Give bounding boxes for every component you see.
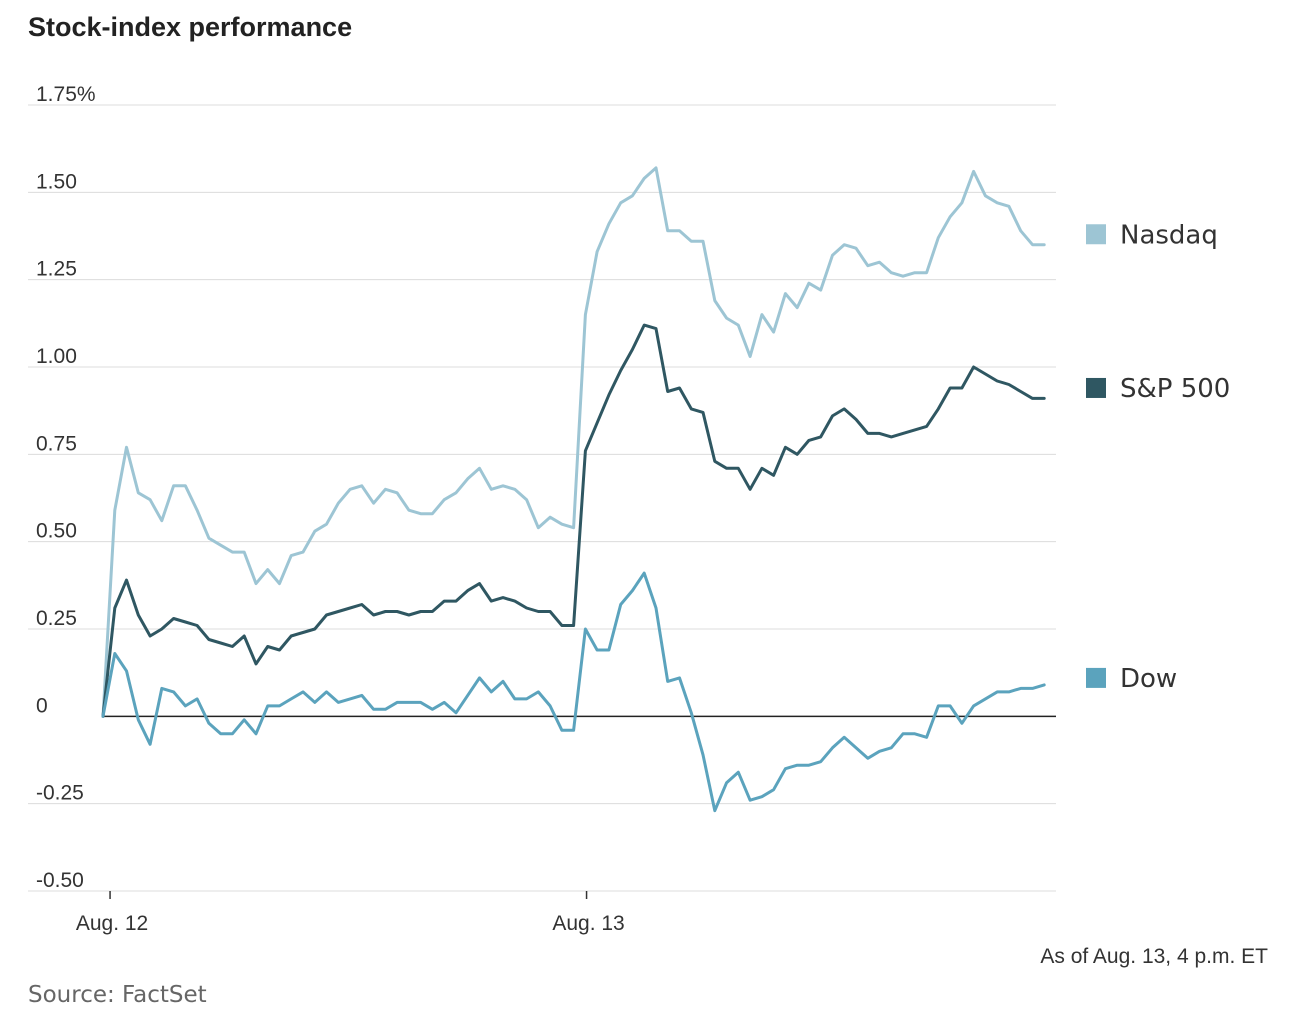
- y-tick-label: 0: [36, 694, 48, 717]
- legend-label: Nasdaq: [1120, 220, 1218, 250]
- chart-title: Stock-index performance: [28, 12, 353, 42]
- legend: Nasdaq S&P 500 Dow: [1086, 220, 1230, 694]
- timestamp-note: As of Aug. 13, 4 p.m. ET: [1040, 945, 1268, 968]
- legend-swatch: [1086, 377, 1106, 398]
- y-tick-label: 0.50: [36, 520, 77, 543]
- source-note: Source: FactSet: [28, 982, 207, 1008]
- y-tick-label: 0.25: [36, 607, 77, 630]
- y-tick-label: -0.50: [36, 869, 84, 892]
- y-tick-label: -0.25: [36, 782, 84, 805]
- x-tick-label: Aug. 13: [552, 912, 624, 935]
- x-axis-ticks: Aug. 12 Aug. 13: [76, 891, 625, 935]
- gridlines: [28, 104, 1056, 892]
- legend-swatch: [1086, 667, 1106, 688]
- legend-swatch: [1086, 224, 1106, 245]
- y-tick-label: 1.25: [36, 258, 77, 281]
- y-tick-label: 1.75%: [36, 83, 96, 106]
- y-tick-label: 0.75: [36, 432, 77, 455]
- y-tick-label: 1.50: [36, 170, 77, 193]
- y-tick-label: 1.00: [36, 345, 77, 368]
- legend-label: S&P 500: [1120, 374, 1230, 404]
- series-line-dow: [101, 571, 1046, 813]
- series-lines: [101, 166, 1046, 813]
- y-axis-ticks: 1.75% 1.50 1.25 1.00 0.75 0.50 0.25 0 -0.25 -0.50: [36, 83, 96, 892]
- legend-label: Dow: [1120, 664, 1177, 694]
- x-tick-label: Aug. 12: [76, 912, 148, 935]
- series-line-nasdaq: [101, 166, 1046, 718]
- series-line-s-p-500: [101, 323, 1046, 718]
